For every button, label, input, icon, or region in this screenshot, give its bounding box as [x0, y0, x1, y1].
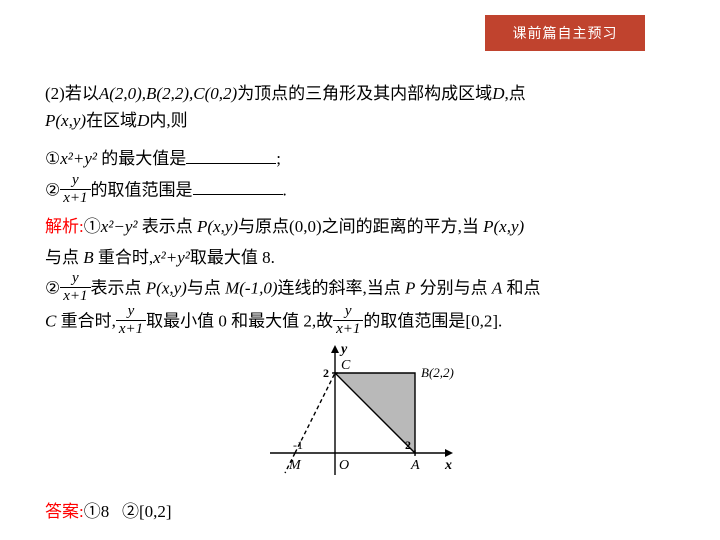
svg-text:y: y — [339, 343, 348, 357]
a-p2M: M(-1,0) — [225, 279, 277, 298]
a-p1P: P(x,y) — [197, 217, 238, 236]
svg-text:C: C — [341, 358, 351, 373]
f1-expr: x²+y² — [60, 149, 97, 168]
a-p1f: 取最大值 8. — [190, 248, 275, 267]
frac-3-num: y — [116, 304, 146, 321]
a-p1a: ① — [84, 217, 101, 236]
q-l2end: 内,则 — [149, 111, 187, 130]
a-p1d: 与点 — [45, 248, 83, 267]
a-p1e: 重合时, — [94, 248, 154, 267]
frac-3: yx+1 — [116, 304, 146, 337]
svg-text:M: M — [288, 458, 302, 473]
svg-text:2: 2 — [323, 366, 329, 380]
fill-item-2: ②yx+1的取值范围是. — [45, 175, 675, 208]
a-p2a: ② — [45, 279, 60, 298]
a-p2A: A — [492, 279, 502, 298]
a-p1P2: P(x,y) — [483, 217, 524, 236]
frac-1-num: y — [60, 173, 90, 190]
a-p1B: B — [83, 248, 93, 267]
blank-1 — [186, 146, 276, 165]
q-A: A(2,0), — [99, 84, 146, 103]
frac-1: yx+1 — [60, 173, 90, 206]
answer-2: ②[0,2] — [122, 502, 172, 521]
a-p3b: 取最小值 0 和最大值 2,故 — [146, 312, 333, 331]
svg-text:x: x — [444, 458, 452, 473]
a-p1c: 与原点(0,0)之间的距离的平方,当 — [238, 217, 483, 236]
svg-text:-1: -1 — [293, 438, 303, 452]
frac-3-den: x+1 — [116, 321, 146, 337]
frac-4-den: x+1 — [333, 321, 363, 337]
a-p3a: 重合时, — [56, 312, 116, 331]
analysis-block: 解析:①x²−y² 表示点 P(x,y)与原点(0,0)之间的距离的平方,当 P… — [45, 212, 675, 339]
answer-1: ①8 — [84, 502, 110, 521]
f1-text: 的最大值是 — [97, 149, 186, 168]
svg-text:2: 2 — [405, 438, 411, 452]
frac-1-den: x+1 — [60, 190, 90, 206]
a-p3C: C — [45, 312, 56, 331]
a-p2d: 连线的斜率,当点 — [278, 279, 406, 298]
f2-end: . — [283, 180, 287, 199]
answer-row: 答案:①8 ②[0,2] — [45, 497, 172, 522]
q-prefix: (2)若以 — [45, 84, 99, 103]
a-p1expr: x²−y² — [101, 217, 138, 236]
answer-label: 答案: — [45, 502, 84, 521]
header-badge: 课前篇自主预习 — [485, 15, 645, 51]
fill-blanks: ①x²+y² 的最大值是; ②yx+1的取值范围是. — [45, 144, 675, 208]
question-text: (2)若以A(2,0),B(2,2),C(0,2)为顶点的三角形及其内部构成区域… — [45, 80, 675, 134]
f2-prefix: ② — [45, 180, 60, 199]
a-p1b: 表示点 — [138, 217, 198, 236]
chart-wrap: yxOM-1A22CB(2,2) — [45, 343, 675, 483]
a-p2P: P(x,y) — [146, 279, 187, 298]
q-mid: 为顶点的三角形及其内部构成区域 — [237, 84, 492, 103]
frac-2: yx+1 — [60, 271, 90, 304]
q-P: P(x,y) — [45, 111, 86, 130]
frac-4-num: y — [333, 304, 363, 321]
svg-text:O: O — [339, 458, 349, 473]
a-p2P2: P — [405, 279, 415, 298]
svg-text:A: A — [410, 458, 420, 473]
fill-item-1: ①x²+y² 的最大值是; — [45, 144, 675, 175]
analysis-label: 解析: — [45, 217, 84, 236]
a-p2f: 和点 — [502, 279, 540, 298]
content: (2)若以A(2,0),B(2,2),C(0,2)为顶点的三角形及其内部构成区域… — [45, 80, 675, 483]
a-p2e: 分别与点 — [415, 279, 492, 298]
q-D: D — [492, 84, 504, 103]
a-p3c: 的取值范围是[0,2]. — [363, 312, 502, 331]
svg-text:B(2,2): B(2,2) — [421, 365, 454, 380]
q-l2mid: 在区域 — [86, 111, 137, 130]
a-p2c: 与点 — [187, 279, 225, 298]
f1-end: ; — [276, 149, 281, 168]
f2-text: 的取值范围是 — [91, 180, 193, 199]
blank-2 — [193, 177, 283, 196]
frac-4: yx+1 — [333, 304, 363, 337]
f1-prefix: ① — [45, 149, 60, 168]
frac-2-num: y — [60, 271, 90, 288]
region-chart: yxOM-1A22CB(2,2) — [265, 343, 455, 483]
q-D2: D — [137, 111, 149, 130]
q-B: B(2,2), — [146, 84, 193, 103]
a-p1expr2: x²+y² — [153, 248, 190, 267]
a-p2b: 表示点 — [91, 279, 146, 298]
frac-2-den: x+1 — [60, 288, 90, 304]
q-comma: ,点 — [504, 84, 525, 103]
q-C: C(0,2) — [193, 84, 237, 103]
